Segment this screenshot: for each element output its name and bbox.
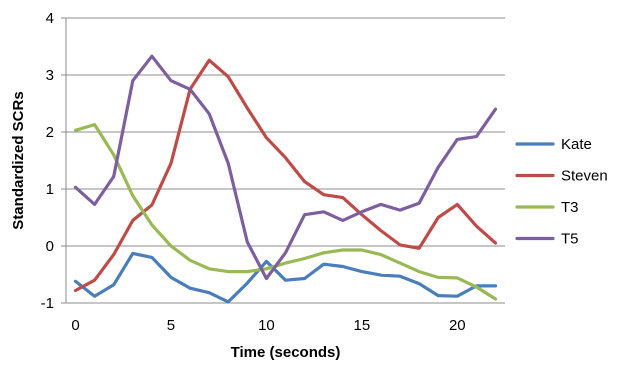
x-tick-label: 0 — [71, 317, 79, 334]
legend-label: T5 — [561, 231, 579, 248]
legend-label: T3 — [561, 199, 579, 216]
y-axis-title: Standardized SCRs — [10, 91, 27, 229]
axis-layer: -1 0 1 2 3 4 0 5 10 15 20 — [41, 10, 466, 334]
x-tick-label: 15 — [354, 317, 371, 334]
legend: Kate Steven T3 T5 — [515, 136, 608, 248]
y-tick-label: -1 — [41, 295, 54, 312]
series-line-t3 — [73, 122, 498, 301]
x-tick-label: 20 — [449, 317, 466, 334]
series-line-t5 — [73, 54, 498, 281]
y-tick-label: 0 — [46, 238, 54, 255]
legend-item-steven: Steven — [515, 168, 608, 185]
series-line-kate — [73, 251, 498, 304]
y-tick-label: 2 — [46, 124, 54, 141]
legend-label: Steven — [561, 168, 608, 185]
grid-layer — [66, 17, 505, 304]
y-tick-label: 4 — [46, 10, 54, 27]
x-tick-label: 10 — [258, 317, 275, 334]
legend-item-t3: T3 — [515, 199, 579, 216]
series-layer — [73, 54, 498, 304]
x-tick-label: 5 — [167, 317, 175, 334]
series-line-steven — [73, 58, 498, 293]
legend-label: Kate — [561, 136, 592, 153]
y-tick-label: 1 — [46, 181, 54, 198]
legend-item-t5: T5 — [515, 231, 579, 248]
y-tick-label: 3 — [46, 67, 54, 84]
legend-item-kate: Kate — [515, 136, 592, 153]
x-axis-title: Time (seconds) — [231, 344, 341, 361]
